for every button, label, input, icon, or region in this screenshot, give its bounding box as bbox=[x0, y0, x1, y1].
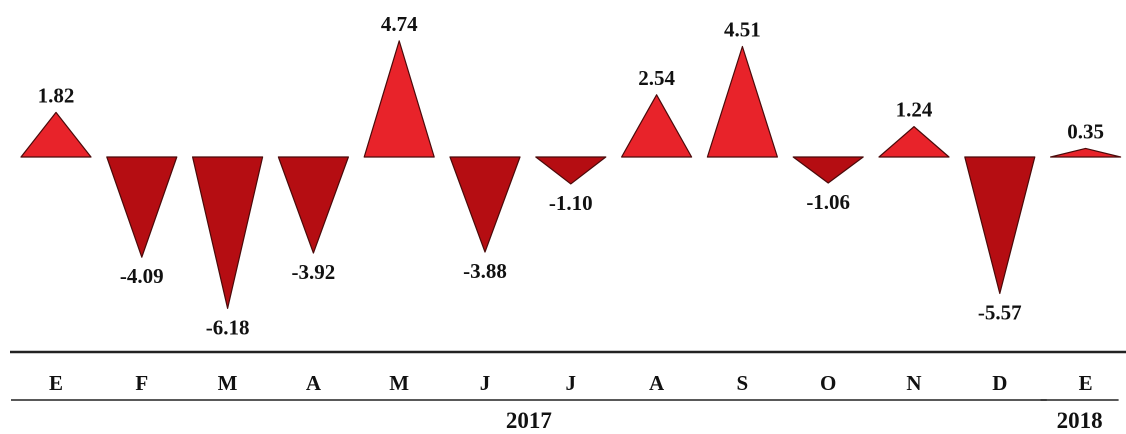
bar-mark bbox=[792, 156, 864, 184]
x-tick-label: N bbox=[906, 371, 921, 395]
group-label: 2017 bbox=[506, 408, 552, 433]
x-tick-label: O bbox=[820, 371, 836, 395]
x-tick-label: E bbox=[49, 371, 63, 395]
x-tick-label: D bbox=[992, 371, 1007, 395]
group-label: 2018 bbox=[1057, 408, 1103, 433]
x-tick-label: J bbox=[480, 371, 491, 395]
data-label: -3.92 bbox=[292, 260, 336, 284]
data-label: 1.82 bbox=[38, 83, 75, 107]
bar-mark bbox=[706, 45, 779, 158]
bar-mark bbox=[106, 156, 178, 258]
x-tick-label: F bbox=[135, 371, 148, 395]
bar-mark bbox=[277, 156, 349, 254]
x-tick-label: A bbox=[649, 371, 665, 395]
chart-marks bbox=[20, 40, 1122, 310]
data-label: -1.06 bbox=[806, 190, 850, 214]
bar-mark bbox=[449, 156, 521, 253]
bar-mark bbox=[363, 40, 435, 158]
bar-mark bbox=[192, 156, 264, 310]
bar-mark bbox=[1049, 147, 1122, 158]
data-label: -4.09 bbox=[120, 264, 164, 288]
data-label: -3.88 bbox=[463, 259, 507, 283]
data-label: 0.35 bbox=[1067, 119, 1104, 143]
bar-mark bbox=[964, 156, 1036, 295]
data-label: -6.18 bbox=[206, 315, 250, 339]
x-group-labels: 2017 2018 bbox=[11, 399, 1119, 433]
x-tick-label: E bbox=[1079, 371, 1093, 395]
x-tick-label: S bbox=[737, 371, 749, 395]
chart-value-labels: 1.82 -4.09 -6.18 -3.92 4.74 -3.88 -1.10 2.54 4.5… bbox=[38, 12, 1104, 340]
x-tick-label: A bbox=[306, 371, 322, 395]
data-label: 4.74 bbox=[381, 12, 418, 36]
bar-mark bbox=[535, 156, 607, 185]
data-label: 1.24 bbox=[896, 98, 933, 122]
data-label: 2.54 bbox=[638, 66, 675, 90]
x-tick-label: M bbox=[218, 371, 238, 395]
data-label: 4.51 bbox=[724, 18, 761, 42]
x-tick-label: M bbox=[389, 371, 409, 395]
bar-mark bbox=[20, 111, 92, 158]
x-tick-label: J bbox=[566, 371, 577, 395]
bar-mark bbox=[620, 94, 693, 158]
bar-mark bbox=[878, 126, 950, 158]
data-label: -1.10 bbox=[549, 191, 593, 215]
data-label: -5.57 bbox=[978, 300, 1022, 324]
